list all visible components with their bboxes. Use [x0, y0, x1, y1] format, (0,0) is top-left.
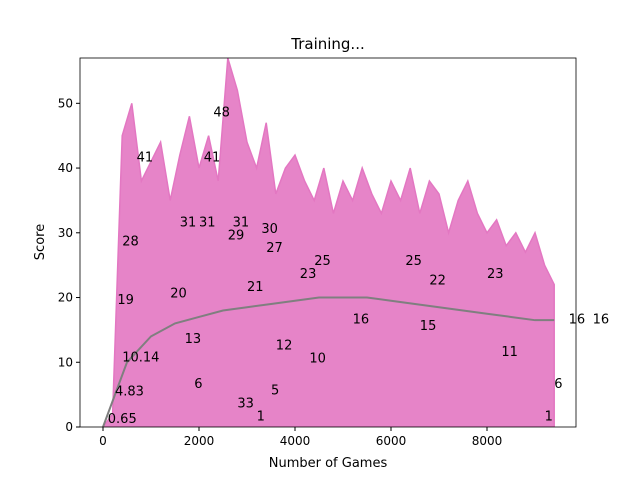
annotation: 20 — [170, 287, 187, 302]
annotation: 48 — [213, 105, 230, 120]
annotation: 21 — [247, 280, 264, 295]
annotation: 19 — [117, 293, 134, 308]
annotation: 41 — [204, 151, 221, 166]
y-axis-label: Score — [33, 224, 48, 260]
chart-title: Training... — [290, 35, 365, 53]
annotation: 33 — [237, 397, 254, 412]
y-tick-label: 50 — [58, 96, 73, 110]
y-tick-label: 0 — [65, 420, 73, 434]
annotation: 23 — [300, 267, 317, 282]
annotation: 25 — [314, 254, 331, 269]
annotation: 25 — [405, 254, 422, 269]
axes-frame — [79, 57, 577, 428]
annotation: 31 — [180, 215, 197, 230]
annotation: 30 — [261, 222, 278, 237]
annotation: 16 — [569, 312, 586, 327]
annotation: 22 — [429, 274, 446, 289]
score-area — [102, 58, 555, 427]
x-tick-label: 2000 — [184, 434, 215, 448]
annotation: 4.83 — [115, 385, 144, 400]
x-tick-label: 0 — [99, 434, 107, 448]
y-tick-label: 10 — [58, 355, 73, 369]
annotation: 23 — [487, 267, 504, 282]
annotation: 1 — [545, 410, 553, 425]
y-tick-label: 40 — [58, 161, 73, 175]
annotation: 10 — [309, 351, 326, 366]
annotation: 1 — [257, 410, 265, 425]
annotation: 27 — [266, 241, 283, 256]
annotation: 29 — [228, 228, 245, 243]
annotation: 0.65 — [108, 412, 137, 427]
annotation: 41 — [137, 151, 154, 166]
plot-area — [102, 58, 555, 427]
annotation: 31 — [199, 215, 216, 230]
annotation: 5 — [271, 384, 279, 399]
y-tick-label: 20 — [58, 291, 73, 305]
annotation: 16 — [593, 312, 610, 327]
annotation: 15 — [420, 319, 437, 334]
annotation: 16 — [353, 312, 370, 327]
x-tick-label: 8000 — [472, 434, 503, 448]
annotation: 13 — [185, 332, 202, 347]
mean-line — [102, 296, 555, 427]
annotation: 6 — [194, 377, 202, 392]
annotation: 28 — [122, 235, 139, 250]
x-tick-label: 4000 — [280, 434, 311, 448]
x-tick-label: 6000 — [376, 434, 407, 448]
annotation: 12 — [276, 338, 293, 353]
annotation: 10.14 — [122, 350, 159, 365]
x-axis-label: Number of Games — [269, 456, 388, 471]
annotation: 6 — [554, 377, 562, 392]
y-tick-label: 30 — [58, 226, 73, 240]
annotation: 11 — [501, 345, 518, 360]
annotation: 31 — [233, 215, 250, 230]
